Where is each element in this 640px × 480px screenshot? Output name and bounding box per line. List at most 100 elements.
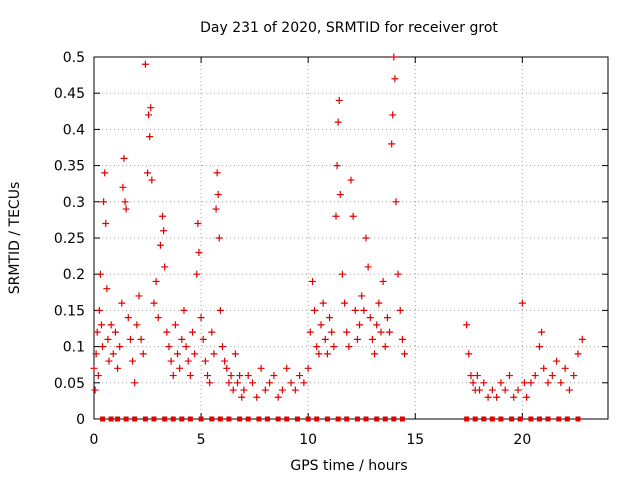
data-point — [107, 321, 115, 329]
data-point — [215, 234, 223, 242]
baseline-marker — [399, 416, 405, 422]
data-point — [379, 277, 387, 285]
baseline-marker — [217, 416, 223, 422]
data-point — [171, 321, 179, 329]
data-point — [147, 104, 155, 112]
data-point — [176, 364, 184, 372]
baseline-marker — [170, 416, 176, 422]
y-axis-label: SRMTID / TECUs — [7, 182, 23, 295]
data-point — [227, 372, 235, 380]
data-point — [109, 350, 117, 358]
data-point — [375, 299, 383, 307]
data-point — [100, 198, 108, 206]
baseline-marker — [115, 416, 121, 422]
data-point — [396, 306, 404, 314]
baseline-marker — [132, 416, 138, 422]
baseline-marker — [314, 416, 320, 422]
data-points — [90, 53, 586, 422]
baseline-marker — [374, 416, 380, 422]
data-point — [150, 299, 158, 307]
data-point — [548, 372, 556, 380]
data-point — [304, 364, 312, 372]
data-point — [371, 350, 379, 358]
data-point — [523, 393, 531, 401]
data-point — [221, 357, 229, 365]
data-point — [484, 393, 492, 401]
data-point — [391, 75, 399, 83]
data-point — [319, 299, 327, 307]
data-point — [373, 321, 381, 329]
data-point — [253, 393, 261, 401]
baseline-marker — [472, 416, 478, 422]
baseline-marker — [528, 416, 534, 422]
baseline-marker — [391, 416, 397, 422]
baseline-marker — [179, 416, 185, 422]
data-point — [574, 350, 582, 358]
baseline-marker — [294, 416, 300, 422]
data-point — [180, 306, 188, 314]
data-point — [345, 343, 353, 351]
data-point — [225, 379, 233, 387]
data-point — [261, 386, 269, 394]
data-point — [338, 270, 346, 278]
data-point — [291, 386, 299, 394]
data-point — [184, 357, 192, 365]
data-point — [163, 328, 171, 336]
baseline-marker — [564, 416, 570, 422]
data-point — [308, 277, 316, 285]
data-point — [266, 379, 274, 387]
baseline-marker — [151, 416, 157, 422]
data-point — [213, 169, 221, 177]
data-point — [199, 335, 207, 343]
data-point — [129, 357, 137, 365]
data-point — [156, 241, 164, 249]
data-point — [152, 277, 160, 285]
y-tick-label: 0.35 — [54, 159, 85, 175]
data-point — [135, 292, 143, 300]
data-point — [332, 212, 340, 220]
data-point — [169, 372, 177, 380]
data-point — [544, 379, 552, 387]
baseline-marker — [335, 416, 341, 422]
x-tick-label: 5 — [197, 432, 206, 448]
data-point — [480, 379, 488, 387]
data-point — [229, 386, 237, 394]
data-point — [133, 321, 141, 329]
data-point — [557, 379, 565, 387]
data-point — [347, 176, 355, 184]
data-point — [321, 335, 329, 343]
data-point — [476, 386, 483, 394]
data-point — [505, 372, 513, 380]
x-axis-label: GPS time / hours — [290, 458, 407, 474]
data-point — [194, 220, 202, 228]
baseline-marker — [517, 416, 523, 422]
data-point — [145, 111, 153, 119]
data-point — [105, 357, 113, 365]
baseline-marker — [363, 416, 369, 422]
data-point — [139, 350, 147, 358]
data-point — [283, 364, 291, 372]
baseline-marker — [209, 416, 215, 422]
baseline-marker — [245, 416, 251, 422]
data-point — [201, 357, 209, 365]
x-tick-label: 0 — [90, 432, 99, 448]
data-point — [356, 321, 364, 329]
data-point — [141, 60, 149, 68]
y-tick-label: 0.05 — [54, 376, 85, 392]
data-point — [257, 364, 265, 372]
data-point — [351, 306, 359, 314]
data-point — [154, 314, 162, 322]
data-point — [274, 393, 282, 401]
data-point — [94, 372, 102, 380]
data-point — [137, 335, 145, 343]
y-tick-label: 0.45 — [54, 86, 85, 102]
data-point — [97, 321, 105, 329]
baseline-marker — [498, 416, 504, 422]
data-point — [210, 350, 218, 358]
data-point — [144, 169, 152, 177]
data-point — [465, 350, 473, 358]
data-point — [497, 379, 505, 387]
data-point — [223, 364, 231, 372]
data-point — [353, 335, 361, 343]
data-point — [561, 364, 569, 372]
